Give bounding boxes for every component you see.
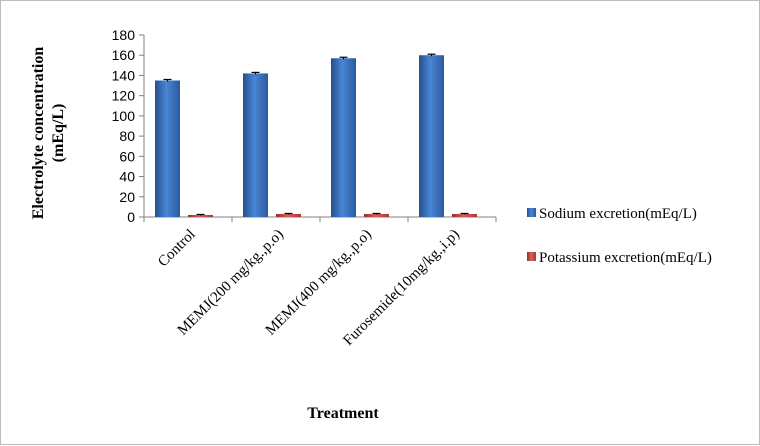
y-axis-title-line2: (mEq/L)	[50, 104, 67, 163]
legend-label: Potassium excretion(mEq/L)	[539, 250, 712, 266]
bar	[364, 213, 389, 217]
y-tick-label: 40	[119, 169, 135, 185]
bar	[276, 213, 301, 217]
x-category-label: Control	[155, 227, 199, 271]
bar	[155, 80, 180, 217]
y-axis-title-line1: Electrolyte concentration	[30, 47, 47, 220]
y-tick-label: 120	[112, 88, 136, 104]
y-tick-label: 100	[112, 108, 136, 124]
bar	[452, 213, 477, 217]
legend-swatch	[527, 252, 536, 261]
y-axis-title: Electrolyte concentration (mEq/L)	[30, 47, 67, 220]
y-tick-label: 20	[119, 189, 135, 205]
legend: Sodium excretion(mEq/L) Potassium excreti…	[527, 206, 712, 266]
y-tick-label: 180	[112, 27, 136, 43]
bar	[331, 58, 356, 217]
x-axis-title: Treatment	[307, 405, 379, 422]
y-tick-label: 80	[119, 128, 135, 144]
bar	[419, 55, 444, 217]
y-axis: 0 20 40 60 80 100 120 140 160 180	[112, 27, 145, 225]
legend-label: Sodium excretion(mEq/L)	[539, 206, 697, 222]
y-tick-label: 60	[119, 148, 135, 164]
y-tick-label: 0	[127, 209, 135, 225]
y-tick-label: 160	[112, 47, 136, 63]
bar	[188, 214, 213, 217]
bars	[155, 53, 477, 217]
legend-swatch	[527, 208, 536, 217]
y-tick-label: 140	[112, 67, 136, 83]
bar	[243, 73, 268, 217]
